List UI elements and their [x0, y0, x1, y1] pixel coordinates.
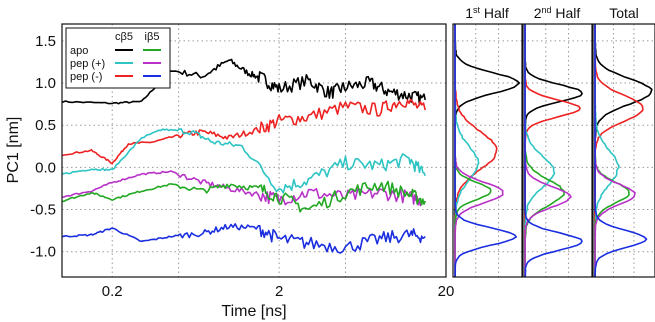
- distribution-line: [524, 24, 565, 277]
- y-tick-label: -1.0: [30, 244, 56, 261]
- series-line: [62, 180, 426, 213]
- p2-grid: [523, 24, 592, 277]
- p3-series-group: [594, 24, 653, 277]
- series-line: [61, 223, 426, 254]
- distribution-line: [454, 24, 518, 278]
- distribution-line: [594, 24, 630, 277]
- legend: cβ5 iβ5 apo pep (+) pep (-): [65, 27, 171, 89]
- distribution-line: [594, 24, 653, 277]
- y-axis-label: PC1 [nm]: [5, 117, 22, 184]
- y-tick-labels: -1.0 -0.5 0.0 0.5 1.0 1.5: [30, 33, 56, 261]
- legend-label-pep-minus: pep (-): [70, 71, 102, 83]
- y-tick-label: 0.0: [35, 159, 56, 176]
- legend-swatches: [115, 49, 161, 77]
- panel-title-first-half: 1st Half: [465, 5, 509, 21]
- distribution-line: [594, 24, 648, 277]
- distribution-line: [524, 24, 583, 277]
- distribution-line: [594, 24, 636, 277]
- y-tick-label: 1.0: [35, 75, 56, 92]
- legend-header-cb5: cβ5: [115, 31, 133, 43]
- main-frame: [61, 23, 447, 278]
- distribution-line: [524, 24, 581, 277]
- x-axis-label: Time [ns]: [221, 303, 286, 320]
- main-series-group: [61, 58, 426, 254]
- distribution-line: [524, 24, 556, 277]
- p2-series-group: [524, 24, 583, 278]
- x-tick-label: 0.2: [102, 283, 123, 300]
- panel-title-second-half: 2nd Half: [534, 5, 581, 21]
- legend-header-ib5: iβ5: [145, 31, 160, 43]
- p2-frame: [522, 23, 593, 278]
- p1-frame: [452, 23, 523, 278]
- x-tick-label: 20: [438, 283, 455, 300]
- distribution-line: [594, 24, 644, 277]
- series-line: [61, 98, 426, 165]
- p1-series-group: [454, 23, 521, 278]
- panel-total: Total: [592, 5, 655, 278]
- distribution-line: [454, 24, 480, 277]
- y-tick-label: 1.5: [35, 33, 56, 50]
- legend-label-pep-plus: pep (+): [70, 58, 105, 70]
- distribution-line: [524, 24, 583, 278]
- x-tick-label: 2: [275, 283, 283, 300]
- y-tick-label: 0.5: [35, 117, 56, 134]
- p1-grid: [453, 24, 522, 277]
- series-line: [61, 170, 426, 207]
- main-panel: -1.0 -0.5 0.0 0.5 1.0 1.5 0.2 2 20 PC1 [nm] Tim…: [5, 23, 455, 320]
- y-tick-label: -0.5: [30, 202, 56, 219]
- legend-label-apo: apo: [70, 45, 88, 57]
- p3-frame: [592, 23, 655, 278]
- x-tick-labels: 0.2 2 20: [102, 283, 455, 300]
- distribution-line: [454, 23, 521, 277]
- series-line: [61, 128, 426, 194]
- panel-second-half: 2nd Half: [522, 5, 593, 278]
- legend-box: [65, 27, 171, 89]
- distribution-line: [524, 24, 572, 277]
- panel-first-half: 1st Half: [452, 5, 523, 278]
- panel-title-total: Total: [609, 5, 639, 21]
